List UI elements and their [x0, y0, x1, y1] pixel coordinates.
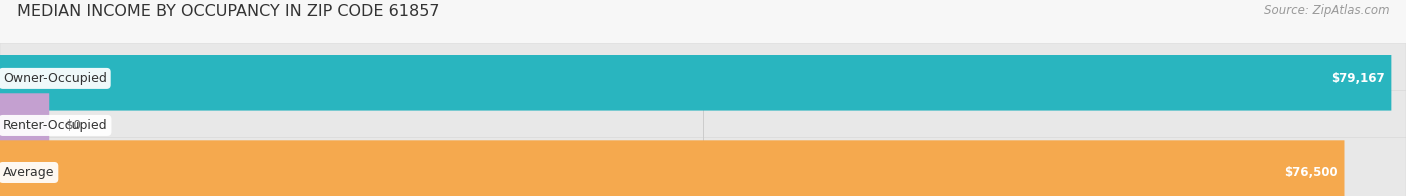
FancyBboxPatch shape — [0, 140, 1344, 196]
Text: MEDIAN INCOME BY OCCUPANCY IN ZIP CODE 61857: MEDIAN INCOME BY OCCUPANCY IN ZIP CODE 6… — [17, 4, 439, 19]
Text: $76,500: $76,500 — [1284, 166, 1337, 179]
Bar — [0, 55, 1406, 102]
FancyBboxPatch shape — [0, 138, 1406, 196]
Text: $0: $0 — [66, 119, 82, 132]
Text: Renter-Occupied: Renter-Occupied — [3, 119, 107, 132]
Text: Average: Average — [3, 166, 55, 179]
Bar — [0, 102, 1406, 149]
Text: $79,167: $79,167 — [1330, 72, 1385, 85]
Bar — [0, 149, 1406, 196]
FancyBboxPatch shape — [0, 44, 1406, 113]
Text: Source: ZipAtlas.com: Source: ZipAtlas.com — [1264, 4, 1389, 17]
FancyBboxPatch shape — [0, 46, 1392, 111]
FancyBboxPatch shape — [0, 93, 49, 158]
FancyBboxPatch shape — [0, 91, 1406, 160]
Text: Owner-Occupied: Owner-Occupied — [3, 72, 107, 85]
